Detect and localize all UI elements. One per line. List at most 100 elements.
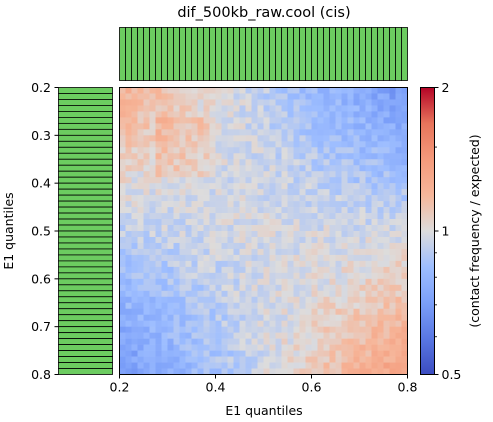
heatmap-cell [191,177,198,184]
heatmap-cell [215,135,222,142]
heatmap-cell [275,219,282,226]
heatmap-cell [215,332,222,339]
heatmap-cell [209,219,216,226]
heatmap-cell [383,248,390,256]
heatmap-cell [245,344,252,351]
heatmap-cell [197,362,204,369]
left-marginal-bar [58,236,113,244]
heatmap-cell [185,344,192,351]
left-marginal-bar [58,146,113,154]
heatmap-cell [239,332,246,339]
heatmap-cell [395,308,402,316]
heatmap-cell [401,147,408,154]
heatmap-cell [395,201,402,208]
heatmap-cell [155,105,162,112]
heatmap-cell [311,272,318,280]
heatmap-cell [221,248,228,256]
heatmap-cell [125,189,132,196]
heatmap-cell [143,141,150,148]
heatmap-cell [341,135,348,142]
heatmap-cell [269,87,276,94]
heatmap-cell [173,248,180,256]
heatmap-cell [311,344,318,351]
heatmap-cell [125,141,132,148]
heatmap-cell [185,350,192,357]
heatmap-cell [233,314,240,321]
heatmap-cell [371,242,378,250]
heatmap-cell [353,141,360,148]
heatmap-cell [167,231,174,238]
heatmap-cell [179,213,186,220]
heatmap-cell [119,368,126,375]
heatmap-cell [233,260,240,268]
heatmap-cell [143,278,150,286]
heatmap-cell [323,362,330,369]
heatmap-cell [233,236,240,244]
heatmap-cell [287,177,294,184]
heatmap-cell [191,284,198,292]
heatmap-cell [383,213,390,220]
heatmap-cell [341,219,348,226]
heatmap-cell [131,248,138,256]
left-marginal-bar [58,362,113,369]
heatmap-cell [281,87,288,94]
heatmap-cell [305,105,312,112]
heatmap-cell [209,141,216,148]
heatmap-cell [377,219,384,226]
heatmap-cell [395,123,402,130]
heatmap-cell [359,99,366,106]
heatmap-cell [119,260,126,268]
heatmap-cell [263,171,270,178]
heatmap-cell [119,129,126,136]
heatmap-cell [131,111,138,118]
heatmap-cell [371,201,378,208]
heatmap-cell [137,225,144,232]
left-marginal-bar [58,194,113,202]
heatmap-cell [155,225,162,232]
heatmap-cell [161,272,168,280]
heatmap-cell [209,195,216,202]
heatmap-cell [125,350,132,357]
heatmap-cell [317,165,324,172]
top-marginal-bar [389,27,396,81]
heatmap-cell [269,135,276,142]
heatmap-cell [329,159,336,166]
heatmap-cell [167,320,174,327]
heatmap-cell [281,93,288,100]
heatmap-cell [251,314,258,321]
heatmap-cell [395,177,402,184]
heatmap-cell [401,111,408,118]
heatmap-cell [167,260,174,268]
heatmap-cell [347,207,354,214]
top-marginal-bar [149,27,156,81]
heatmap-cell [173,183,180,190]
heatmap-cell [335,278,342,286]
heatmap-cell [311,177,318,184]
heatmap-cell [179,236,186,244]
heatmap-cell [341,368,348,375]
heatmap-cell [317,278,324,286]
heatmap-cell [263,225,270,232]
top-marginal-bar [245,27,252,81]
heatmap-cell [389,93,396,100]
heatmap-cell [215,254,222,262]
heatmap-cell [377,87,384,94]
heatmap-cell [257,105,264,112]
heatmap-cell [137,129,144,136]
heatmap-cell [341,99,348,106]
heatmap-cell [137,272,144,280]
heatmap-cell [179,189,186,196]
heatmap-cell [179,320,186,327]
heatmap-cell [335,213,342,220]
heatmap-cell [323,195,330,202]
heatmap-cell [137,153,144,160]
heatmap-cell [287,159,294,166]
heatmap-cell [239,314,246,321]
heatmap-cell [209,272,216,280]
heatmap-cell [221,195,228,202]
heatmap-cell [401,171,408,178]
heatmap-cell [131,129,138,136]
heatmap-cell [359,242,366,250]
heatmap-cell [161,344,168,351]
heatmap-cell [389,111,396,118]
